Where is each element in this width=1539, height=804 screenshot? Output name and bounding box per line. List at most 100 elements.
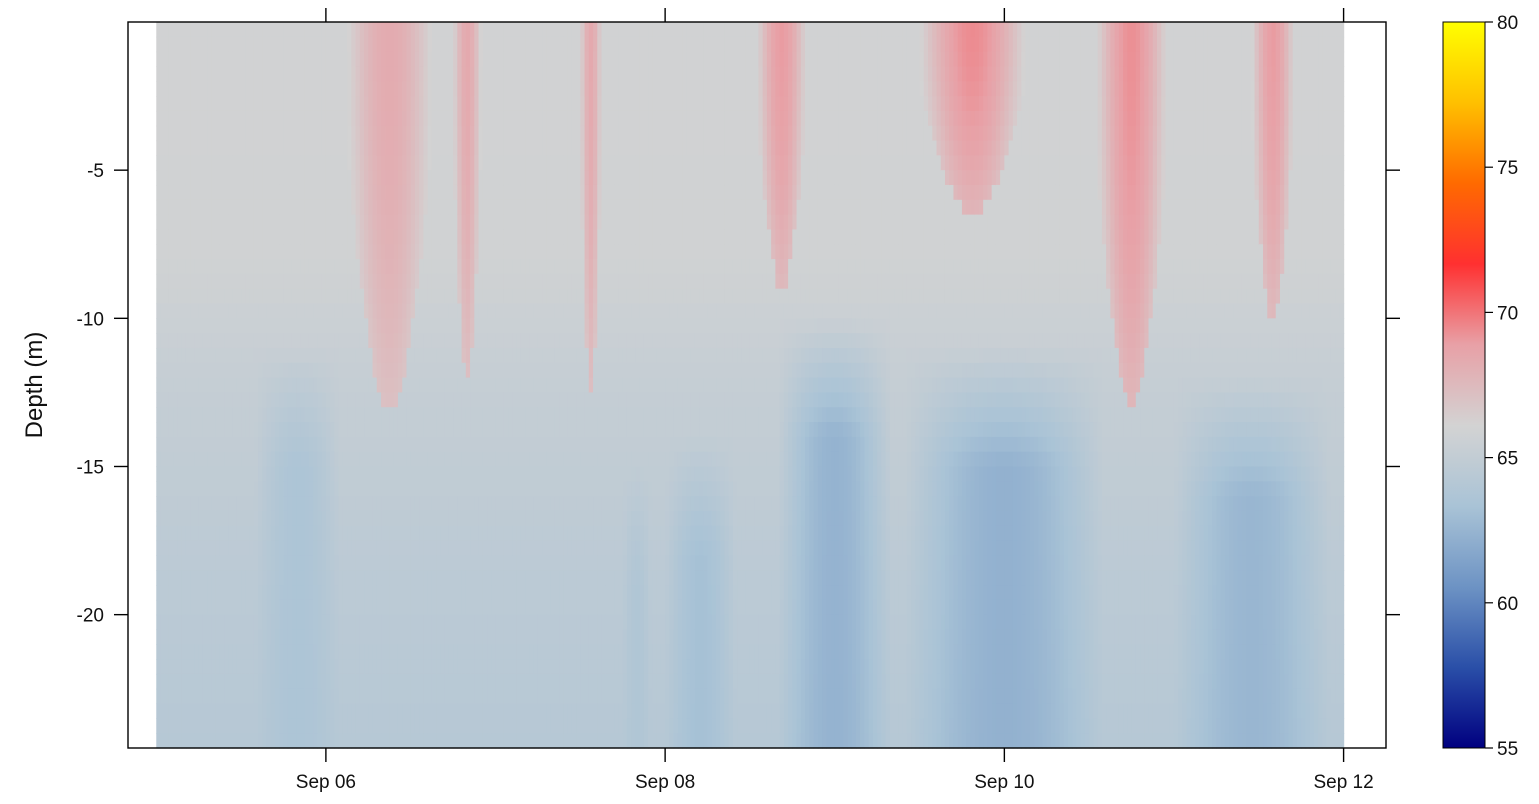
heatmap-cell [338, 733, 344, 749]
heatmap-cell [520, 244, 526, 260]
heatmap-cell [431, 140, 437, 156]
heatmap-cell [491, 214, 497, 231]
heatmap-cell [419, 585, 425, 601]
heatmap-cell [508, 570, 514, 586]
heatmap-cell [529, 273, 535, 290]
heatmap-cell [160, 110, 166, 127]
heatmap-cell [321, 96, 327, 112]
heatmap-cell [406, 718, 412, 734]
heatmap-cell [372, 570, 378, 586]
heatmap-cell [308, 703, 314, 719]
heatmap-cell [470, 22, 475, 38]
heatmap-cell [385, 540, 391, 556]
heatmap-cell [563, 496, 569, 512]
heatmap-cell [567, 525, 573, 542]
heatmap-cell [393, 510, 399, 527]
heatmap-cell [410, 599, 416, 616]
heatmap-cell [440, 703, 446, 719]
heatmap-cell [414, 525, 420, 542]
heatmap-cell [529, 436, 535, 453]
heatmap-cell [448, 392, 454, 408]
heatmap-cell [457, 110, 463, 127]
heatmap-cell [270, 22, 276, 38]
heatmap-cell [414, 155, 420, 171]
heatmap-cell [406, 525, 412, 542]
heatmap-cell [482, 377, 488, 394]
heatmap-cell [291, 703, 297, 719]
heatmap-cell [533, 585, 539, 601]
heatmap-cell [576, 362, 581, 379]
heatmap-cell [258, 525, 263, 542]
heatmap-cell [185, 36, 191, 53]
heatmap-cell [168, 733, 174, 749]
heatmap-cell [503, 466, 509, 482]
heatmap-cell [503, 718, 509, 734]
heatmap-cell [474, 259, 480, 275]
heatmap-cell [173, 303, 179, 319]
heatmap-cell [275, 318, 280, 334]
heatmap-cell [245, 125, 251, 142]
heatmap-cell [520, 96, 526, 112]
heatmap-cell [381, 81, 386, 97]
heatmap-cell [317, 199, 323, 216]
heatmap-cell [512, 184, 518, 201]
heatmap-cell [431, 451, 437, 468]
heatmap-cell [287, 659, 293, 675]
heatmap-cell [351, 259, 357, 275]
heatmap-cell [414, 214, 420, 231]
heatmap-cell [224, 688, 229, 705]
heatmap-cell [457, 599, 463, 616]
heatmap-cell [253, 555, 259, 571]
heatmap-cell [232, 303, 238, 319]
heatmap-cell [474, 614, 480, 631]
heatmap-cell [546, 362, 552, 379]
heatmap-cell [313, 407, 319, 423]
heatmap-cell [537, 718, 543, 734]
heatmap-cell [571, 36, 577, 53]
heatmap-cell [431, 525, 437, 542]
heatmap-cell [423, 244, 429, 260]
heatmap-cell [317, 555, 323, 571]
heatmap-cell [304, 407, 310, 423]
heatmap-cell [495, 184, 501, 201]
heatmap-cell [283, 333, 289, 349]
heatmap-cell [512, 540, 518, 556]
heatmap-cell [571, 259, 577, 275]
heatmap-cell [436, 673, 441, 690]
heatmap-cell [215, 333, 221, 349]
heatmap-cell [427, 599, 433, 616]
heatmap-cell [359, 570, 365, 586]
heatmap-cell [397, 466, 403, 482]
heatmap-cell [584, 585, 590, 601]
heatmap-cell [232, 51, 238, 68]
heatmap-cell [317, 466, 323, 482]
heatmap-cell [487, 259, 492, 275]
heatmap-cell [325, 496, 331, 512]
heatmap-cell [313, 51, 319, 68]
heatmap-cell [516, 496, 522, 512]
heatmap-cell [334, 703, 340, 719]
heatmap-cell [330, 303, 335, 319]
heatmap-cell [313, 688, 319, 705]
heatmap-cell [236, 466, 242, 482]
heatmap-cell [342, 259, 348, 275]
heatmap-cell [347, 436, 352, 453]
heatmap-cell [576, 422, 581, 438]
heatmap-cell [207, 214, 212, 231]
heatmap-cell [567, 377, 573, 394]
heatmap-cell [440, 377, 446, 394]
heatmap-cell [253, 51, 259, 68]
heatmap-cell [355, 422, 361, 438]
heatmap-cell [508, 540, 514, 556]
heatmap-cell [275, 140, 280, 156]
heatmap-cell [512, 496, 518, 512]
heatmap-cell [554, 481, 560, 497]
heatmap-cell [453, 214, 458, 231]
heatmap-cell [236, 496, 242, 512]
heatmap-cell [482, 333, 488, 349]
heatmap-cell [427, 407, 433, 423]
heatmap-cell [529, 377, 535, 394]
heatmap-cell [291, 125, 297, 142]
heatmap-cell [465, 688, 471, 705]
heatmap-cell [364, 36, 369, 53]
